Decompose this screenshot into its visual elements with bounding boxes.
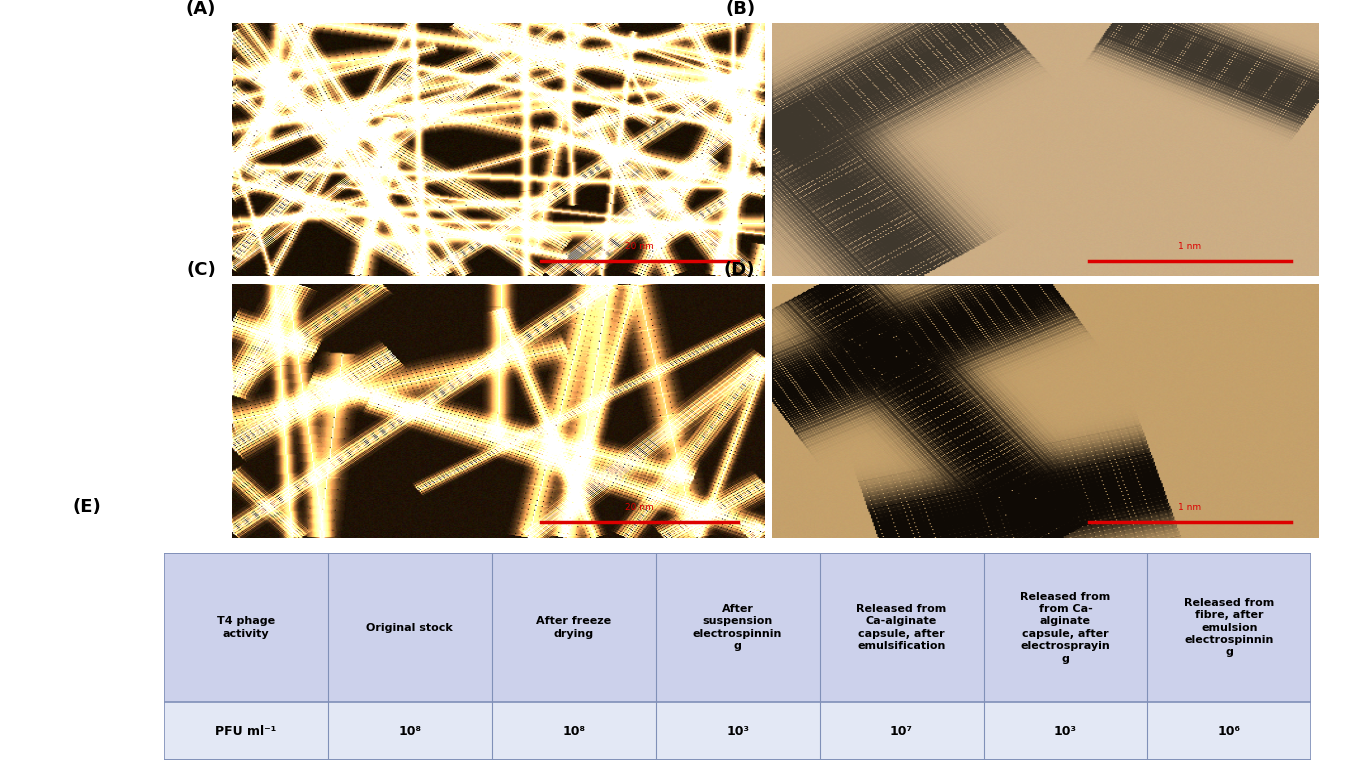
Bar — [164, 702, 1311, 760]
Text: PFU ml⁻¹: PFU ml⁻¹ — [216, 725, 276, 738]
Text: 10⁶: 10⁶ — [1218, 725, 1240, 738]
Text: (C): (C) — [187, 261, 216, 279]
Text: (E): (E) — [72, 498, 101, 515]
Text: Released from
Ca-alginate
capsule, after
emulsification: Released from Ca-alginate capsule, after… — [856, 604, 947, 651]
Bar — [164, 553, 1311, 702]
Text: (A): (A) — [186, 0, 216, 18]
Text: T4 phage
activity: T4 phage activity — [217, 617, 275, 639]
Text: 10⁷: 10⁷ — [891, 725, 912, 738]
Text: (B): (B) — [725, 0, 755, 18]
Text: 20 nm: 20 nm — [626, 242, 654, 251]
Text: Released from
from Ca-
alginate
capsule, after
electrosprayin
g: Released from from Ca- alginate capsule,… — [1020, 591, 1111, 664]
Text: 1 nm: 1 nm — [1179, 242, 1201, 251]
Text: 10³: 10³ — [727, 725, 749, 738]
Text: 10³: 10³ — [1055, 725, 1076, 738]
Text: 1 nm: 1 nm — [1179, 503, 1201, 512]
Text: 10⁸: 10⁸ — [563, 725, 585, 738]
Text: After
suspension
electrospinnin
g: After suspension electrospinnin g — [693, 604, 783, 651]
Text: Original stock: Original stock — [366, 623, 454, 633]
Text: Released from
fibre, after
emulsion
electrospinnin
g: Released from fibre, after emulsion elec… — [1184, 598, 1274, 657]
Text: 20 nm: 20 nm — [626, 503, 654, 512]
Text: (D): (D) — [724, 261, 755, 279]
Text: 10⁸: 10⁸ — [399, 725, 421, 738]
Text: After freeze
drying: After freeze drying — [537, 617, 611, 639]
